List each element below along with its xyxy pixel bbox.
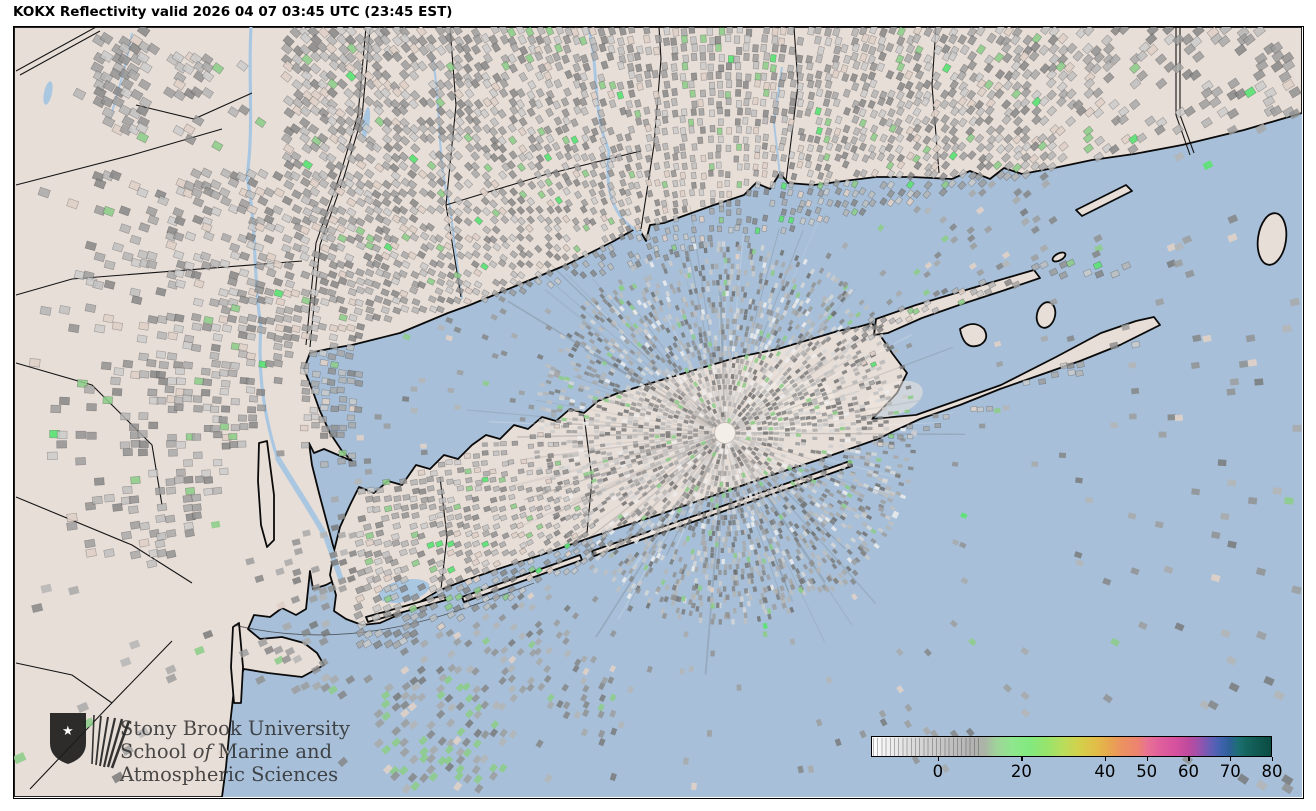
ambrose-channel-line: [233, 582, 535, 636]
plum-island: [1051, 251, 1067, 263]
colorbar-tick-mark: [1230, 757, 1232, 761]
clutter-layer: [14, 27, 1302, 795]
colorbar-tick-label: 0: [932, 762, 944, 781]
gardiners-island: [1035, 301, 1057, 329]
fire-island-barrier: [591, 460, 853, 557]
connecticut-river: [587, 28, 643, 235]
housatonic-river: [430, 54, 464, 300]
clear-patch-east: [744, 377, 836, 437]
colorbar-tick-mark: [1021, 757, 1023, 761]
nw-lake: [43, 81, 53, 105]
map-frame: ★ Stony Brook University School of Marine…: [13, 26, 1304, 799]
shelter-island: [959, 323, 988, 348]
colorbar-tick-label: 20: [1010, 762, 1032, 781]
long-island-polygon: [329, 316, 1161, 626]
colorbar-tick-label: 80: [1261, 762, 1283, 781]
reflectivity-colorbar: 0 20 40 50 60 70 80: [871, 736, 1283, 796]
colorbar-tick-mark: [1146, 757, 1148, 761]
figure-title: KOKX Reflectivity valid 2026 04 07 03:45…: [13, 4, 453, 20]
colorbar-tick-label: 40: [1094, 762, 1116, 781]
radar-site-dot: [714, 422, 736, 444]
colorbar-tick-label: 60: [1177, 762, 1199, 781]
block-island: [1256, 212, 1288, 266]
basemap-svg: [14, 27, 1302, 797]
colorbar-tick-mark: [1188, 757, 1190, 761]
colorbar-tick-mark: [937, 757, 940, 761]
lake-candlewood: [361, 107, 371, 139]
manhattan-polygon: [257, 440, 275, 548]
colorbar-tick-mark: [1104, 757, 1107, 761]
colorbar-tick-mark: [1272, 757, 1274, 761]
north-fork-polygon: [873, 269, 1041, 336]
colorbar-striations: [873, 738, 979, 757]
colorbar-tick-label: 70: [1219, 762, 1241, 781]
sandy-hook-spit: [230, 622, 244, 704]
colorbar-gradient: [871, 736, 1272, 757]
fishers-island: [1075, 184, 1133, 217]
colorbar-tick-label: 50: [1136, 762, 1158, 781]
